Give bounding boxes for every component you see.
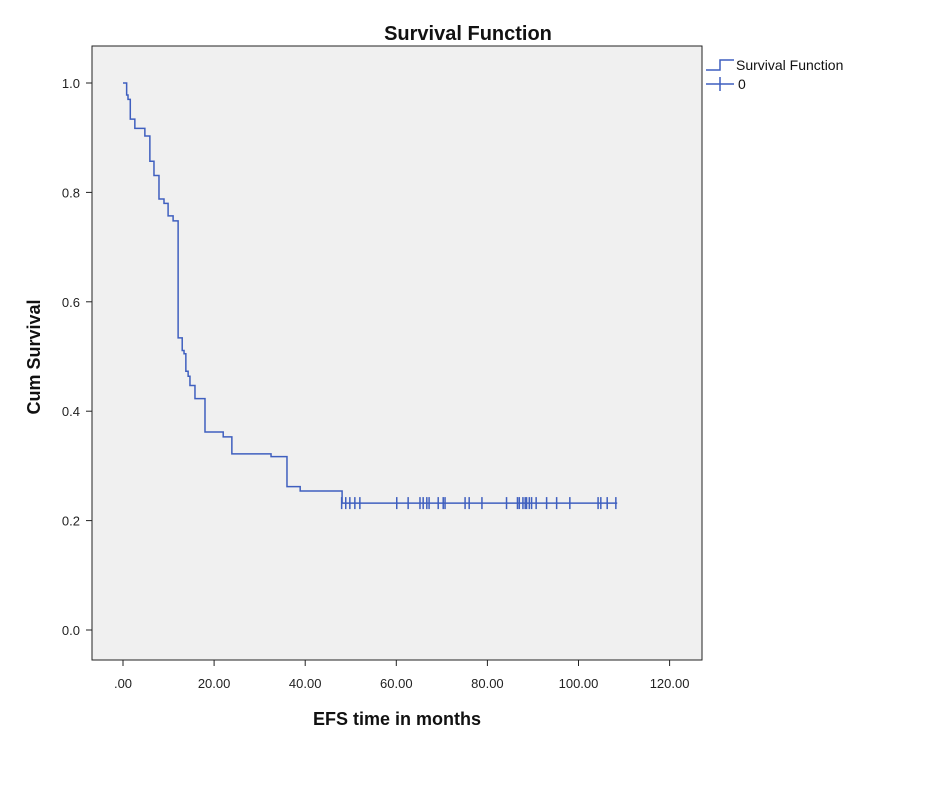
legend-censored-label: 0 [738,76,746,92]
x-axis-label: EFS time in months [313,709,481,729]
chart-title: Survival Function [384,23,552,45]
x-tick-label: 120.00 [650,676,690,691]
y-tick-label: 1.0 [62,76,80,91]
x-tick-label: 80.00 [471,676,504,691]
legend-survival-swatch [706,59,734,71]
y-tick-label: 0.0 [62,623,80,638]
x-tick-label: 20.00 [198,676,231,691]
y-tick-label: 0.8 [62,185,80,200]
y-tick-label: 0.6 [62,295,80,310]
x-tick-label: 40.00 [289,676,322,691]
survival-curve [123,82,618,504]
x-tick-label: 60.00 [380,676,413,691]
plot-area [91,45,703,661]
x-tick-label: .00 [114,676,132,691]
legend: Survival Function 0 [706,57,843,92]
x-tick-label: 100.00 [559,676,599,691]
legend-survival-label: Survival Function [736,57,843,73]
y-tick-label: 0.4 [62,404,80,419]
legend-censored-swatch [706,77,734,91]
y-tick-label: 0.2 [62,514,80,529]
y-axis-label: Cum Survival [24,299,44,414]
